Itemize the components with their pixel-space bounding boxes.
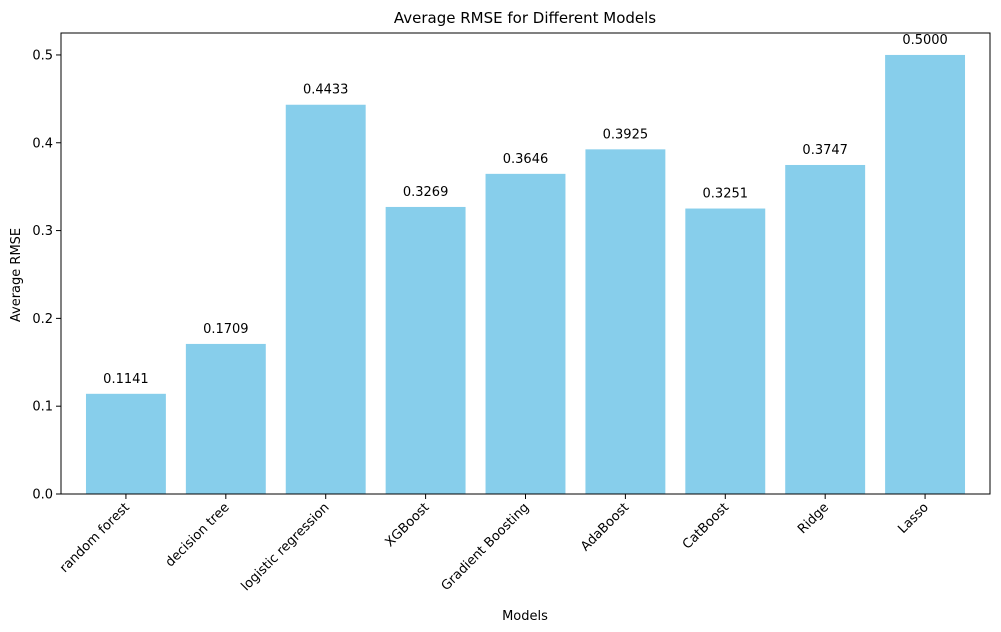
data-label: 0.3251 [703, 187, 749, 202]
x-tick-label: Ridge [795, 500, 832, 537]
y-axis-title: Average RMSE [9, 228, 24, 322]
y-tick-label: 0.3 [32, 224, 53, 239]
chart-title: Average RMSE for Different Models [394, 9, 656, 27]
data-label: 0.1709 [203, 322, 249, 337]
x-tick-label: XGBoost [382, 500, 432, 550]
data-label: 0.3646 [503, 152, 549, 167]
x-tick-label: AdaBoost [578, 500, 632, 554]
x-axis: random forest decision tree logistic regre… [57, 494, 932, 594]
data-label: 0.3269 [403, 185, 449, 200]
bar-decision-tree [185, 343, 266, 494]
y-tick-label: 0.2 [32, 312, 53, 327]
x-tick-label: Lasso [895, 500, 932, 537]
bar-adaboost [585, 149, 666, 494]
y-tick-label: 0.4 [32, 136, 53, 151]
bar-random-forest [85, 393, 166, 494]
y-tick-label: 0.1 [32, 400, 53, 415]
data-label: 0.4433 [303, 83, 349, 98]
bar-logistic-regression [285, 104, 366, 495]
bar-xgboost [385, 206, 466, 494]
x-tick-label: decision tree [163, 500, 233, 570]
data-label: 0.1141 [103, 372, 149, 387]
x-tick-label: logistic regression [239, 500, 333, 594]
bar-gradient-boosting [485, 173, 566, 494]
y-tick-label: 0.5 [32, 48, 53, 63]
data-label: 0.3925 [603, 127, 649, 142]
data-label: 0.3747 [802, 143, 848, 158]
x-tick-label: random forest [57, 500, 133, 576]
y-tick-label: 0.0 [32, 488, 53, 503]
bar-catboost [685, 208, 766, 494]
x-tick-label: Gradient Boosting [439, 500, 533, 594]
plot-area: 0.1141 0.1709 0.4433 0.3269 0.3646 0.3925 0.32… [60, 32, 991, 495]
data-label: 0.5000 [902, 33, 948, 48]
bar-lasso [885, 54, 966, 494]
x-tick-label: CatBoost [680, 500, 732, 552]
bar-ridge [785, 164, 866, 495]
x-axis-title: Models [502, 609, 548, 624]
y-axis: 0.0 0.1 0.2 0.3 0.4 0.5 [32, 48, 61, 503]
